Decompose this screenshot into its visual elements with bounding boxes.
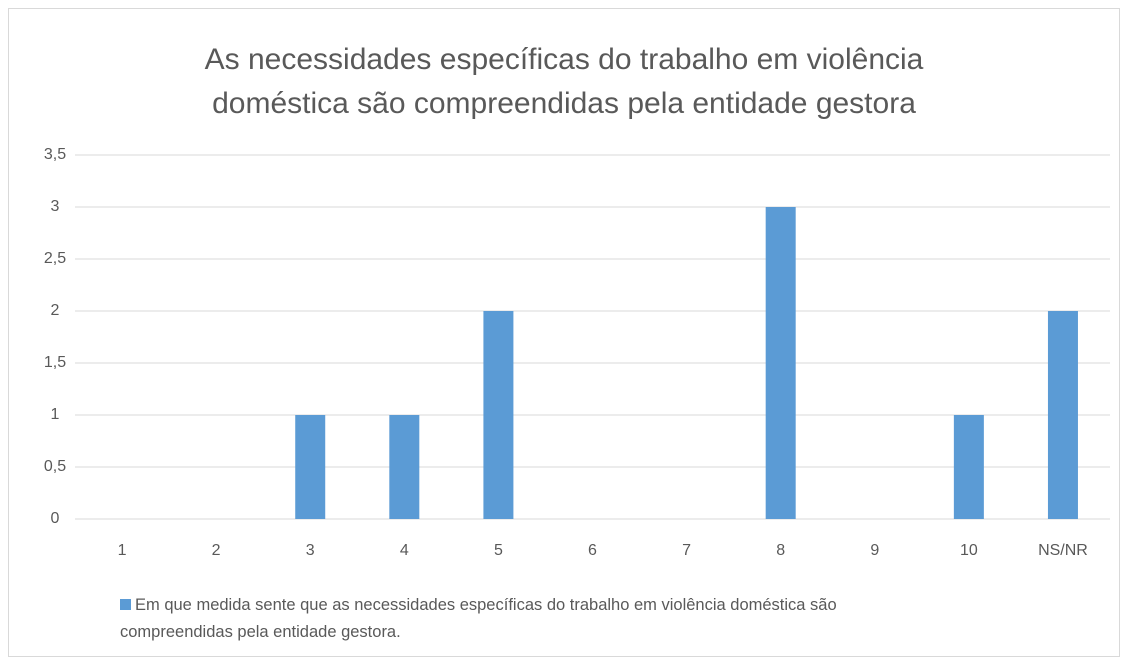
x-tick-label: 10 bbox=[960, 542, 978, 559]
y-tick-label: 3 bbox=[51, 198, 60, 215]
y-tick-label: 3,5 bbox=[44, 146, 66, 163]
x-tick-label: 1 bbox=[118, 542, 127, 559]
bar bbox=[953, 415, 984, 519]
y-tick-label: 1 bbox=[51, 406, 60, 423]
x-tick-label: 3 bbox=[306, 542, 315, 559]
x-tick-label: 7 bbox=[682, 542, 691, 559]
bar bbox=[295, 415, 326, 519]
bar bbox=[1047, 311, 1078, 519]
x-tick-label: NS/NR bbox=[1038, 542, 1088, 559]
bar bbox=[765, 207, 796, 519]
chart-title: As necessidades específicas do trabalho … bbox=[204, 43, 924, 120]
y-tick-label: 2 bbox=[51, 302, 60, 319]
y-tick-label: 0,5 bbox=[44, 458, 66, 475]
legend-label: Em que medida sente que as necessidades … bbox=[120, 596, 837, 641]
x-tick-label: 2 bbox=[212, 542, 221, 559]
x-tick-label: 4 bbox=[400, 542, 409, 559]
chart-frame bbox=[8, 8, 1120, 657]
legend: Em que medida sente que as necessidades … bbox=[120, 592, 880, 646]
bar bbox=[389, 415, 420, 519]
x-tick-label: 9 bbox=[870, 542, 879, 559]
y-tick-label: 1,5 bbox=[44, 354, 66, 371]
x-tick-label: 5 bbox=[494, 542, 503, 559]
bar bbox=[483, 311, 514, 519]
x-tick-label: 6 bbox=[588, 542, 597, 559]
y-tick-label: 2,5 bbox=[44, 250, 66, 267]
y-tick-label: 0 bbox=[51, 510, 60, 527]
x-tick-label: 8 bbox=[776, 542, 785, 559]
legend-swatch bbox=[120, 599, 131, 610]
